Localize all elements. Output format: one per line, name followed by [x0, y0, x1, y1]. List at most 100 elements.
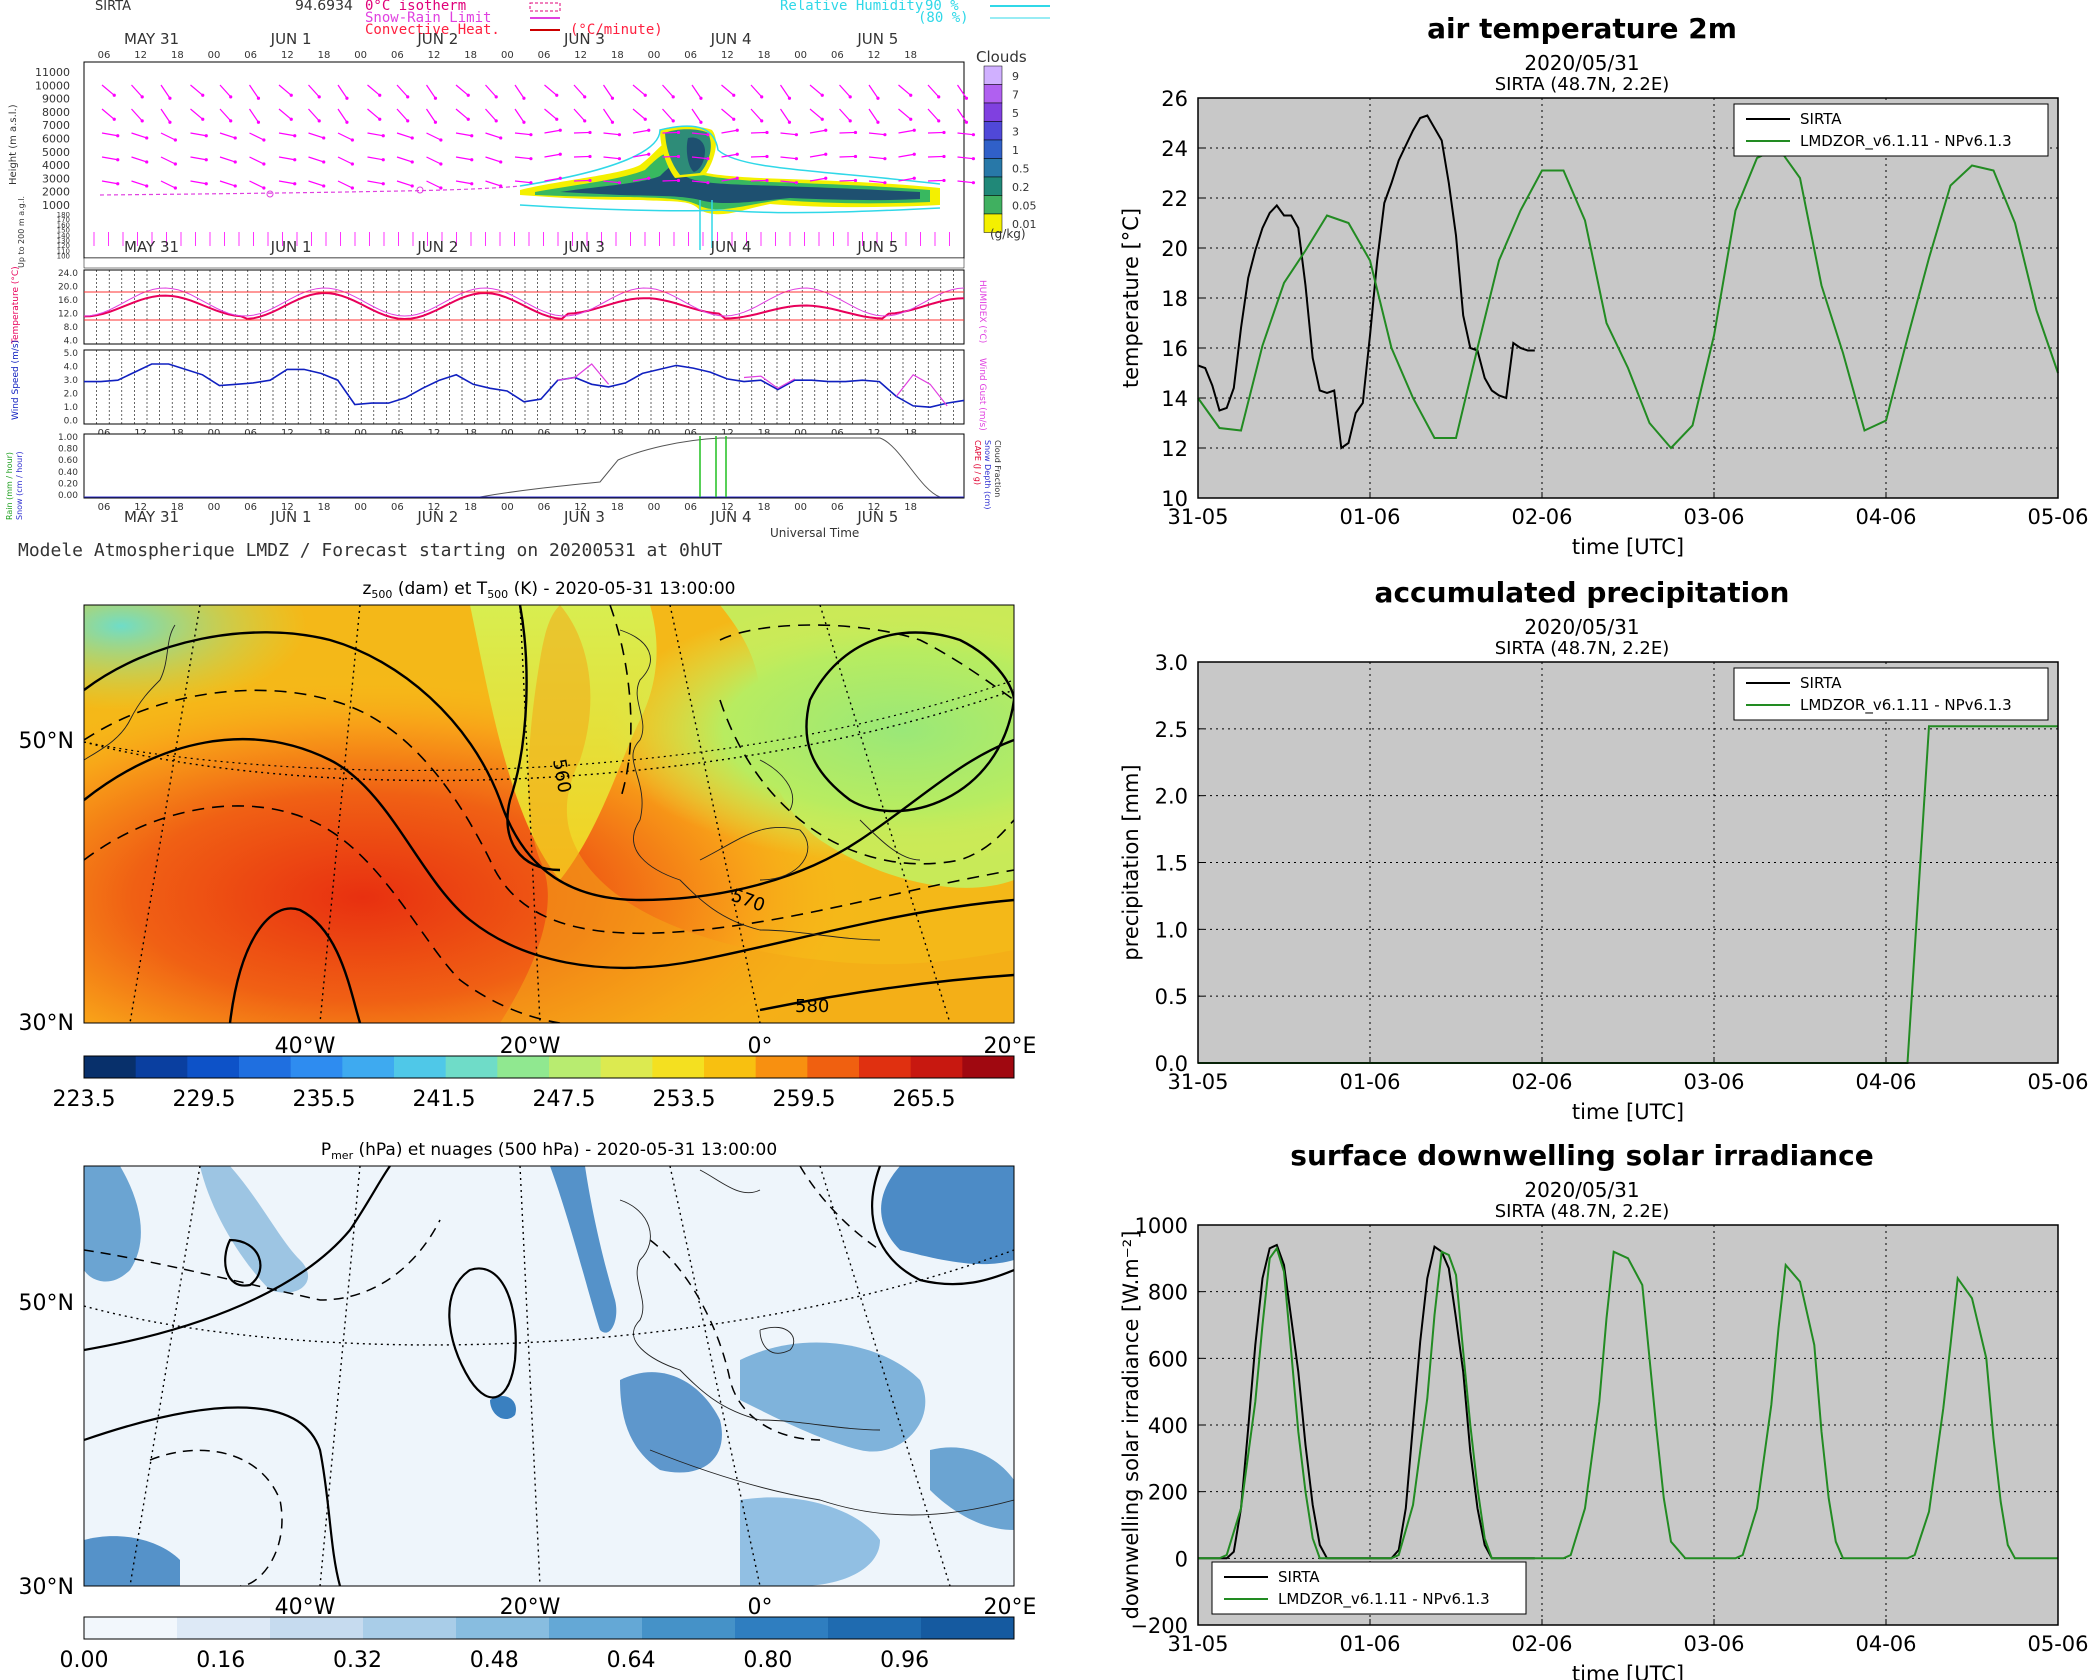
- wind-arrow: [632, 177, 649, 182]
- hour-tick: 12: [721, 502, 734, 513]
- map2-cloud-spot: [490, 1395, 516, 1420]
- map1-lon-labels: 40°W 20°W 0° 20°E: [275, 1034, 1037, 1059]
- wind-arrow: [662, 179, 679, 182]
- wind-arrow: [426, 180, 442, 189]
- cloud-field: [99, 125, 941, 250]
- wind-arrow-head: [145, 160, 149, 164]
- legend-label: LMDZOR_v6.1.11 - NPv6.1.3: [1800, 696, 2012, 715]
- wind-arrow: [219, 180, 236, 187]
- wind-arrow-head: [293, 158, 297, 162]
- wind-arrow: [898, 129, 915, 134]
- wind-arrow: [485, 132, 501, 139]
- wind-arrow-head: [345, 96, 349, 100]
- wind-arrow: [573, 155, 591, 158]
- wind-arrow-head: [883, 157, 887, 161]
- y-tick-label: 22: [1161, 187, 1188, 211]
- cloud-fraction-axis-label: Cloud Fraction: [993, 440, 1002, 497]
- chart-subtitle: 2020/05/31: [1524, 51, 1639, 75]
- wind-arrow-head: [971, 133, 976, 137]
- map2-dash-4: [799, 1166, 881, 1251]
- wind-arrow-head: [912, 176, 916, 180]
- colorbar-segment: [84, 1056, 137, 1078]
- wind-arrow: [544, 129, 561, 134]
- x-tick-label: 01-06: [1339, 1632, 1400, 1656]
- wind-arrow-head: [787, 96, 792, 100]
- map1-graticule-lon: [129, 605, 951, 1023]
- y-tick-label: 800: [1148, 1281, 1188, 1305]
- wind-tick: 3.0: [64, 376, 79, 386]
- cloud-scale-unit: (g/kg): [990, 227, 1026, 241]
- wind-arrow-head: [140, 119, 144, 123]
- cloud-scale-swatch: [983, 102, 1003, 122]
- chart-title: air temperature 2m: [1427, 12, 1737, 45]
- height-tick: 11000: [35, 66, 70, 79]
- wind-arrow-head: [942, 178, 946, 183]
- wind-arrow-head: [233, 136, 237, 140]
- y-tick-label: 400: [1148, 1414, 1188, 1438]
- wind-arrow-head: [883, 181, 887, 185]
- colorbar-segment: [239, 1056, 292, 1078]
- wind-arrow: [396, 108, 409, 122]
- cloud-scale-swatch: [983, 176, 1003, 196]
- low-height-tick: 120: [57, 242, 70, 250]
- hour-tick: 06: [684, 502, 697, 513]
- map2-isobar-low: [224, 1238, 262, 1287]
- y-tick-label: 200: [1148, 1481, 1188, 1505]
- low-strip: [83, 257, 965, 269]
- wind-arrow-head: [971, 181, 976, 185]
- wind-arrow: [278, 180, 295, 185]
- hour-tick: 18: [611, 502, 624, 513]
- hour-tick: 06: [831, 502, 844, 513]
- wind-arrow: [455, 156, 472, 161]
- colorbar-segment: [135, 1056, 188, 1078]
- wind-arrow-head: [168, 96, 172, 100]
- wind-arrow: [219, 156, 236, 163]
- map2-lat-30: 30°N: [19, 1575, 74, 1600]
- colorbar-tick: 253.5: [653, 1087, 716, 1112]
- wind-tick: 4.0: [64, 363, 79, 373]
- wind-arrow-head: [381, 182, 385, 186]
- wind-arrow-head: [820, 117, 824, 121]
- wind-arrow: [721, 84, 735, 96]
- colorbar-segment: [921, 1617, 1015, 1639]
- y-tick-label: 1.5: [1155, 852, 1188, 876]
- map2-graticule-lon: [129, 1166, 951, 1586]
- hour-tick: 12: [868, 50, 881, 61]
- wind-arrow: [514, 108, 525, 123]
- wind-arrow-head: [406, 95, 410, 99]
- temp-tick: 20.0: [58, 283, 78, 293]
- wind-arrow-head: [317, 95, 321, 99]
- wind-arrow: [809, 108, 823, 120]
- hour-tick: 18: [904, 502, 917, 513]
- day-label: JUN 4: [710, 30, 752, 48]
- day-label: JUN 3: [563, 508, 605, 526]
- wind-arrow: [839, 179, 856, 182]
- wind-arrow-head: [433, 120, 438, 124]
- height-tick: 7000: [42, 119, 70, 132]
- wind-arrow-head: [466, 117, 470, 121]
- wind-arrow-head: [494, 95, 498, 99]
- hour-tick: 00: [208, 502, 221, 513]
- colorbar-tick: 0.48: [470, 1648, 519, 1673]
- x-tick-label: 04-06: [1855, 1632, 1916, 1656]
- wind-arrow: [573, 131, 591, 134]
- cloud-scale-swatch: [983, 213, 1003, 233]
- y-tick-label: −200: [1130, 1614, 1188, 1638]
- lon-label: 20°E: [984, 1034, 1037, 1059]
- height-tick: 8000: [42, 106, 70, 119]
- cape-axis-label: CAPE (J / g): [973, 440, 982, 485]
- wind-arrow-head: [262, 186, 266, 190]
- meteogram: SIRTA 94.6934 0°C isotherm Snow-Rain Lim…: [5, 0, 1050, 561]
- wind-arrow-head: [853, 178, 858, 183]
- wind-arrow-head: [529, 157, 533, 161]
- wind-arrow: [721, 153, 738, 158]
- wind-arrow: [662, 84, 674, 98]
- series-line-lmdzor: [1197, 146, 2059, 450]
- wind-arrow: [927, 84, 940, 98]
- height-tick: 4000: [42, 159, 70, 172]
- wind-arrow: [603, 108, 613, 123]
- wind-arrow: [308, 156, 324, 163]
- legend-rh: Relative Humidity: [780, 0, 923, 14]
- hour-tick: 06: [98, 50, 111, 61]
